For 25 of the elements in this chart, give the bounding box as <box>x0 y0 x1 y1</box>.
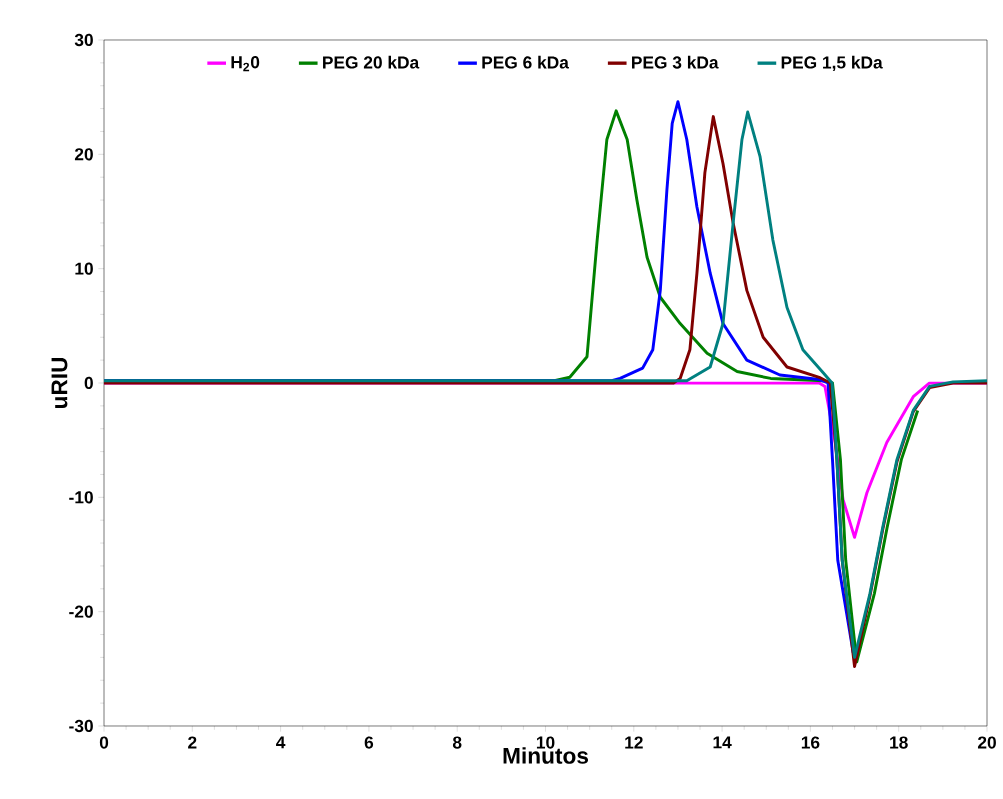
x-tick-label: 12 <box>625 736 643 749</box>
y-tick-label: 10 <box>75 262 93 275</box>
x-tick-label: 20 <box>977 736 996 749</box>
x-tick-label: 0 <box>99 736 109 749</box>
x-tick-label: 18 <box>890 736 908 749</box>
x-tick-label: 14 <box>713 736 732 749</box>
x-tick-label: 4 <box>276 736 286 749</box>
x-tick-label: 16 <box>801 736 820 749</box>
y-tick-label: -30 <box>69 719 93 733</box>
x-axis-title: Minutos <box>503 747 589 764</box>
legend-label: PEG 1,5 kDa <box>781 55 883 72</box>
legend-label: PEG 3 kDa <box>632 55 719 69</box>
y-axis-title: uRIU <box>51 357 68 409</box>
x-tick-label: 10 <box>536 736 555 749</box>
y-tick-label: 30 <box>74 33 93 47</box>
y-tick-label: -20 <box>69 605 93 618</box>
legend-label: PEG 6 kDa <box>482 55 569 69</box>
y-tick-label: -10 <box>69 491 93 504</box>
x-tick-label: 2 <box>188 736 197 749</box>
legend-label: H$_{2}$0 <box>231 56 260 72</box>
legend-label: PEG 20 kDa <box>323 55 420 69</box>
y-tick-label: 0 <box>84 376 93 390</box>
x-tick-label: 8 <box>452 736 462 749</box>
x-tick-label: 6 <box>364 736 374 749</box>
y-tick-label: 20 <box>74 148 93 161</box>
